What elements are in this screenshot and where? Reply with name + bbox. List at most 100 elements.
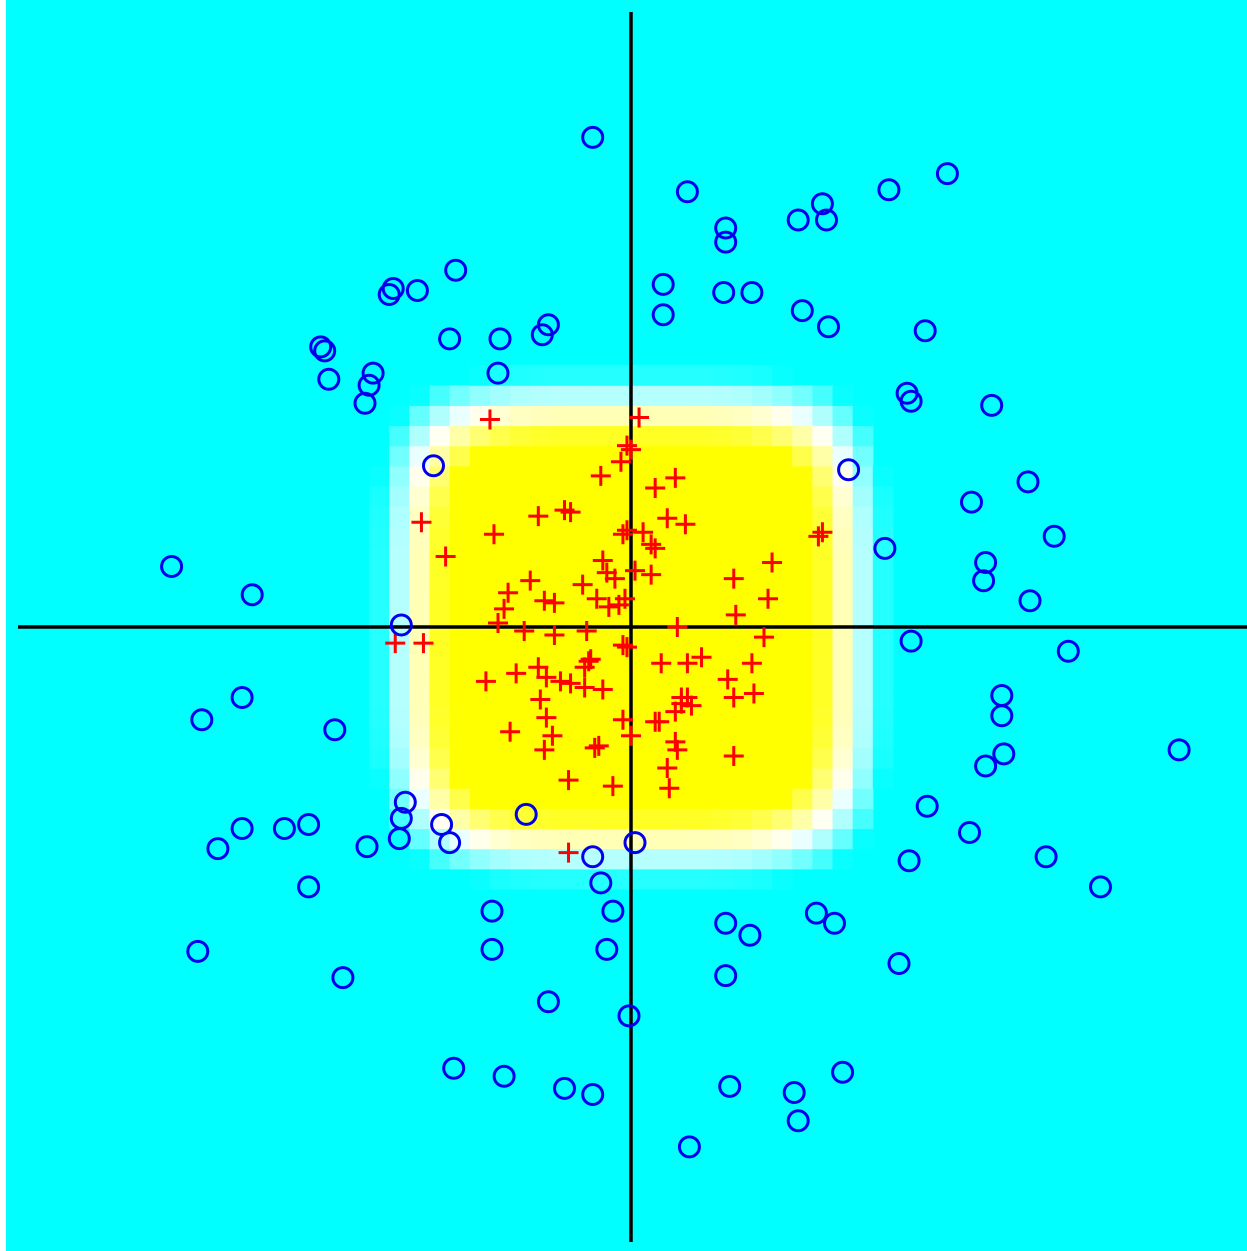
region-cell bbox=[369, 707, 390, 729]
region-cell bbox=[429, 566, 451, 588]
circle-marker bbox=[786, 208, 810, 232]
region-cell bbox=[711, 506, 733, 527]
region-cell bbox=[469, 586, 491, 608]
region-cell bbox=[469, 546, 491, 568]
plus-marker bbox=[616, 435, 637, 456]
region-cell bbox=[631, 465, 652, 487]
plus-marker bbox=[616, 520, 637, 541]
region-cell bbox=[792, 606, 813, 628]
plus-marker bbox=[483, 524, 504, 545]
region-cell bbox=[510, 667, 531, 689]
circle-marker bbox=[992, 742, 1016, 766]
circle-marker bbox=[581, 125, 605, 149]
region-cell bbox=[731, 385, 753, 406]
region-cell bbox=[711, 848, 733, 870]
region-cell bbox=[570, 687, 592, 709]
region-cell bbox=[711, 627, 733, 648]
circle-marker bbox=[309, 335, 333, 359]
region-cell bbox=[872, 727, 894, 749]
region-cell bbox=[570, 707, 592, 729]
plus-marker bbox=[725, 604, 746, 625]
region-cell bbox=[812, 385, 834, 406]
plus-marker bbox=[629, 407, 650, 428]
circle-marker bbox=[617, 1004, 641, 1028]
region-cell bbox=[671, 485, 693, 507]
region-cell bbox=[469, 425, 491, 447]
region-cell bbox=[610, 385, 632, 406]
region-cell bbox=[449, 727, 471, 749]
region-cell bbox=[530, 526, 551, 547]
region-cell bbox=[409, 727, 431, 749]
region-cell bbox=[449, 546, 471, 568]
region-cell bbox=[590, 405, 612, 427]
plus-marker bbox=[657, 758, 678, 779]
region-cell bbox=[590, 687, 612, 709]
plus-marker bbox=[753, 627, 774, 648]
region-cell bbox=[510, 747, 531, 769]
plus-marker bbox=[520, 570, 541, 591]
region-cell bbox=[772, 727, 793, 749]
plus-marker bbox=[479, 409, 500, 430]
region-cell bbox=[872, 768, 894, 789]
region-cell bbox=[590, 808, 612, 830]
region-cell bbox=[530, 546, 551, 568]
region-cell bbox=[631, 365, 652, 386]
region-cell bbox=[389, 465, 410, 487]
region-cell bbox=[389, 828, 410, 850]
series-plus-markers bbox=[385, 407, 833, 863]
region-cell bbox=[671, 526, 693, 547]
region-cell bbox=[409, 405, 431, 427]
plus-marker bbox=[542, 725, 563, 746]
region-cell bbox=[812, 848, 834, 870]
region-cell bbox=[671, 788, 693, 809]
region-cell bbox=[711, 707, 733, 729]
plus-marker bbox=[645, 477, 666, 498]
region-cell bbox=[550, 405, 572, 427]
region-cell bbox=[751, 526, 773, 547]
region-cell bbox=[610, 747, 632, 769]
region-cell bbox=[550, 365, 572, 386]
plus-marker bbox=[500, 721, 521, 742]
plus-marker bbox=[536, 707, 557, 728]
region-cell bbox=[530, 788, 551, 809]
region-cell bbox=[671, 768, 693, 789]
circle-marker bbox=[480, 899, 504, 923]
plus-marker bbox=[560, 502, 581, 523]
region-cell bbox=[610, 485, 632, 507]
region-cell bbox=[731, 848, 753, 870]
region-cell bbox=[751, 365, 773, 386]
region-cell bbox=[429, 687, 451, 709]
region-cell bbox=[469, 445, 491, 467]
region-cell bbox=[872, 485, 894, 507]
region-cell bbox=[409, 425, 431, 447]
region-cell bbox=[510, 485, 531, 507]
circle-marker bbox=[480, 937, 504, 961]
region-cell bbox=[731, 788, 753, 809]
region-cell bbox=[510, 848, 531, 870]
region-cell bbox=[510, 445, 531, 467]
region-cell bbox=[510, 586, 531, 608]
region-cell bbox=[671, 445, 693, 467]
plus-marker bbox=[633, 522, 654, 543]
region-cell bbox=[510, 425, 531, 447]
region-cell bbox=[409, 606, 431, 628]
region-cell bbox=[651, 606, 672, 628]
region-cell bbox=[731, 627, 753, 648]
region-cell bbox=[570, 546, 592, 568]
region-cell bbox=[631, 485, 652, 507]
region-cell bbox=[711, 868, 733, 890]
circle-marker bbox=[877, 178, 901, 202]
region-cell bbox=[590, 606, 612, 628]
region-cell bbox=[852, 828, 874, 850]
circle-marker bbox=[377, 283, 401, 306]
region-cell bbox=[429, 445, 451, 467]
circle-marker bbox=[786, 1109, 810, 1133]
region-cell bbox=[469, 485, 491, 507]
region-cell bbox=[651, 848, 672, 870]
region-cell bbox=[530, 425, 551, 447]
circle-marker bbox=[387, 827, 411, 851]
region-cell bbox=[792, 687, 813, 709]
region-cell bbox=[792, 485, 813, 507]
region-cell bbox=[610, 506, 632, 527]
